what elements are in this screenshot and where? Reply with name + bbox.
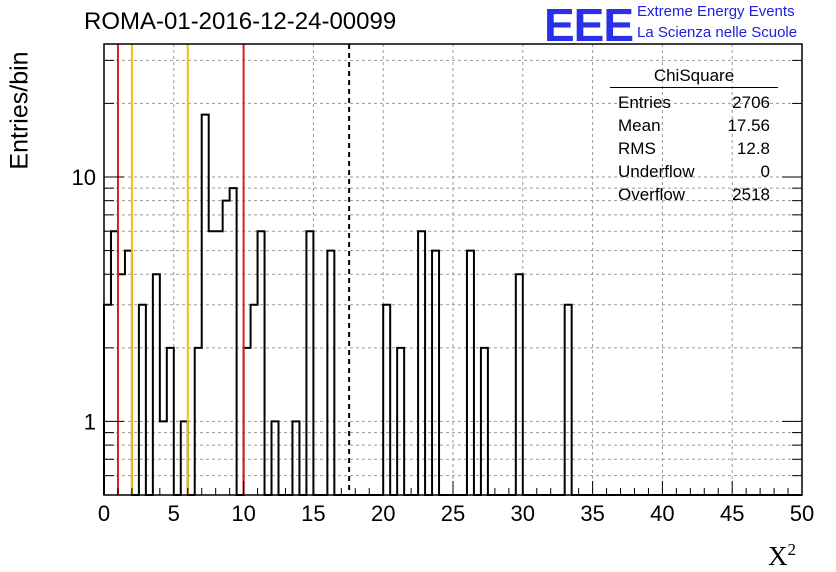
stats-label: Underflow <box>618 162 695 181</box>
axis-tick-labels: 0 5 10 15 20 25 30 35 40 45 50 1 10 <box>72 165 815 526</box>
stats-row: Mean 17.56 <box>610 114 778 137</box>
stats-value: 12.8 <box>736 139 770 158</box>
x-tick-label: 25 <box>441 501 465 526</box>
x-tick-label: 45 <box>720 501 744 526</box>
x-tick-label: 50 <box>790 501 814 526</box>
grid-lines <box>104 44 802 496</box>
y-axis-label: Entries/bin <box>5 51 34 170</box>
axis-ticks <box>103 59 803 496</box>
stats-label: RMS <box>618 139 656 158</box>
run-title: ROMA-01-2016-12-24-00099 <box>84 8 397 35</box>
x-tick-label: 0 <box>98 501 110 526</box>
logo-subtitle-1: Extreme Energy Events <box>637 3 795 20</box>
stats-row: RMS 12.8 <box>610 137 778 160</box>
x-axis-label: X2 <box>768 540 796 571</box>
x-tick-label: 30 <box>511 501 535 526</box>
stats-value: 2706 <box>732 93 770 112</box>
stats-box: ChiSquare Entries 2706 Mean 17.56 RMS 12.8 … <box>610 66 778 206</box>
stats-row: Underflow 0 <box>610 160 778 183</box>
x-tick-label: 15 <box>301 501 325 526</box>
y-tick-label: 10 <box>72 165 96 190</box>
x-tick-label: 20 <box>371 501 395 526</box>
logo-subtitle-2: La Scienza nelle Scuole <box>637 24 798 41</box>
stats-label: Entries <box>618 93 671 112</box>
reference-lines <box>116 44 351 495</box>
stats-row: Overflow 2518 <box>610 183 778 206</box>
x-tick-label: 40 <box>650 501 674 526</box>
stats-value: 17.56 <box>727 116 770 135</box>
x-tick-label: 10 <box>231 501 255 526</box>
eee-logo: EEE <box>544 0 634 51</box>
x-tick-label: 5 <box>168 501 180 526</box>
stats-value: 0 <box>760 162 770 181</box>
stats-title: ChiSquare <box>610 66 778 88</box>
stats-label: Overflow <box>618 185 686 204</box>
stats-value: 2518 <box>732 185 770 204</box>
x-tick-label: 35 <box>580 501 604 526</box>
stats-row: Entries 2706 <box>610 91 778 114</box>
stats-label: Mean <box>618 116 661 135</box>
y-tick-label: 1 <box>84 409 96 434</box>
